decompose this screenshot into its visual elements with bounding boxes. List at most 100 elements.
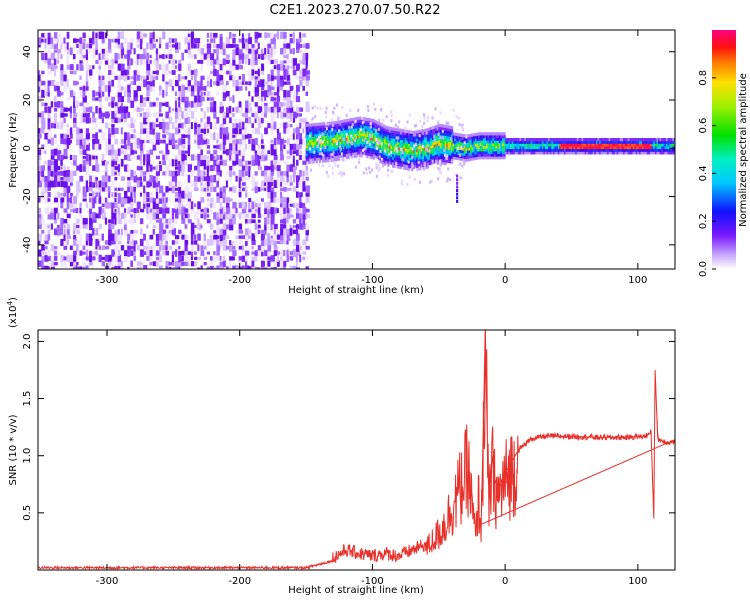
- spectrogram-cell: [219, 101, 223, 107]
- spectrogram-cell: [299, 49, 302, 53]
- spectrogram-cell: [536, 148, 540, 152]
- spectrogram-cell: [260, 96, 264, 102]
- spectrogram-cell: [380, 126, 384, 130]
- spectrogram-cell: [446, 151, 449, 155]
- spectrogram-cell: [310, 141, 314, 146]
- spectrogram-cell: [454, 145, 457, 150]
- spectrogram-cell: [286, 174, 289, 183]
- spectrogram-cell: [229, 187, 234, 192]
- spectrogram-cell: [171, 58, 175, 66]
- spectrogram-cell: [95, 246, 98, 250]
- x-tick-label: 0: [502, 275, 508, 286]
- spectrogram-cell: [286, 240, 289, 245]
- spectrogram-cell: [181, 250, 186, 256]
- spectrogram-cell: [497, 137, 500, 141]
- spectrogram-cell: [312, 133, 315, 138]
- spectrogram-cell: [260, 144, 265, 149]
- spectrogram-cell: [149, 245, 153, 250]
- spectrogram-cell: [295, 148, 299, 156]
- spectrogram-cell: [130, 76, 134, 80]
- spectrogram-cell: [302, 202, 306, 208]
- spectrogram-cell: [406, 137, 409, 142]
- spectrogram-cell: [98, 254, 102, 263]
- spectrogram-cell: [371, 126, 374, 130]
- spectrogram-cell: [349, 152, 352, 157]
- spectrogram-cell: [462, 159, 465, 163]
- spectrogram-cell: [241, 81, 245, 86]
- spectrogram-cell: [436, 124, 439, 128]
- spectrogram-y-axis-label: Frequency (Hz): [8, 112, 19, 188]
- spectrogram-cell: [393, 156, 396, 161]
- spectrogram-cell: [292, 218, 298, 224]
- spectrogram-cell: [462, 147, 465, 151]
- spectrogram-cell: [549, 145, 552, 150]
- spectrogram-cell: [280, 223, 285, 230]
- spectrogram-cell: [390, 110, 393, 114]
- spectrogram-cell: [60, 170, 64, 176]
- spectrogram-cell: [392, 159, 395, 163]
- spectrogram-cell: [607, 138, 610, 142]
- spectrogram-cell: [190, 31, 195, 40]
- spectrogram-cell: [414, 146, 417, 150]
- spectrogram-cell: [312, 157, 315, 161]
- spectrogram-cell: [406, 159, 409, 163]
- spectrogram-cell: [174, 166, 180, 170]
- spectrogram-cell: [60, 217, 64, 225]
- spectrogram-cell: [289, 133, 292, 140]
- spectrogram-cell: [374, 149, 377, 153]
- spectrogram-cell: [171, 44, 176, 48]
- spectrogram-cell: [427, 143, 430, 148]
- spectrogram-cell: [76, 137, 79, 146]
- spectrogram-cell: [587, 148, 591, 152]
- spectrogram-cell: [194, 175, 197, 182]
- spectrogram-cell: [428, 138, 431, 142]
- spectrogram-cell: [493, 132, 497, 136]
- spectrogram-cell: [318, 141, 321, 145]
- spectrogram-cell: [479, 145, 482, 149]
- spectrogram-cell: [498, 156, 501, 160]
- spectrogram-cell: [76, 127, 80, 135]
- spectrogram-cell: [548, 138, 551, 142]
- spectrogram-cell: [162, 128, 166, 134]
- spectrogram-cell: [427, 130, 430, 134]
- spectrogram-cell: [377, 124, 380, 128]
- spectrogram-cell: [624, 145, 627, 150]
- spectrogram-cell: [372, 121, 376, 126]
- spectrogram-cell: [379, 159, 382, 164]
- spectrogram-cell: [479, 140, 482, 144]
- spectrogram-cell: [73, 229, 76, 235]
- spectrogram-cell: [377, 145, 380, 149]
- spectrogram-cell: [530, 138, 533, 142]
- spectrogram-cell: [648, 140, 651, 144]
- spectrogram-cell: [200, 48, 205, 55]
- spectrogram-cell: [66, 54, 70, 60]
- spectrogram-cell: [310, 131, 314, 135]
- spectrogram-cell: [152, 31, 155, 39]
- spectrogram-cell: [254, 102, 258, 107]
- spectrogram-cell: [325, 156, 328, 160]
- spectrogram-cell: [560, 145, 564, 150]
- spectrogram-cell: [530, 148, 533, 152]
- spectrogram-cell: [238, 191, 242, 198]
- spectrogram-cell: [568, 151, 572, 155]
- spectrogram-cell: [516, 148, 519, 152]
- spectrogram-cell: [251, 128, 254, 133]
- spectrogram-cell: [618, 138, 621, 142]
- spectrogram-cell: [85, 186, 89, 193]
- spectrogram-cell: [587, 151, 591, 155]
- spectrogram-cell: [404, 148, 408, 152]
- spectrogram-cell: [360, 137, 363, 142]
- spectrogram-cell: [146, 154, 151, 161]
- spectrogram-cell: [400, 136, 403, 140]
- spectrogram-cell: [108, 191, 111, 199]
- spectrogram-cell: [364, 146, 367, 150]
- spectrogram-cell: [295, 49, 301, 53]
- spectrogram-cell: [98, 233, 102, 241]
- spectrogram-cell: [187, 80, 191, 87]
- spectrogram-cell: [344, 137, 347, 142]
- spectrogram-cell: [264, 81, 269, 85]
- spectrogram-cell: [200, 170, 205, 177]
- spectrogram-cell: [292, 128, 297, 134]
- spectrogram-cell: [120, 187, 124, 192]
- spectrogram-cell: [360, 132, 363, 136]
